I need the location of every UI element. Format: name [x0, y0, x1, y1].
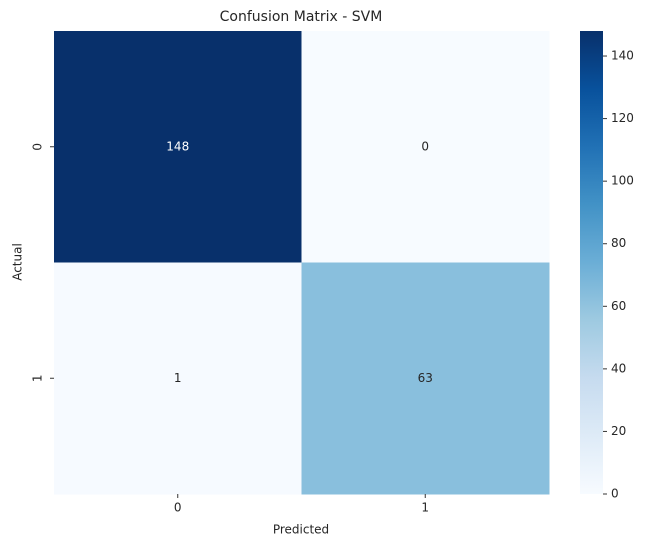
x-tick-label: 0 [174, 501, 182, 515]
colorbar-tick-label: 20 [611, 424, 626, 438]
colorbar-tick-label: 100 [611, 174, 634, 188]
cell-label: 148 [166, 139, 189, 153]
cell-label: 0 [421, 139, 429, 153]
cell-label: 1 [174, 371, 182, 385]
y-tick-label: 1 [31, 374, 45, 382]
cell [54, 31, 302, 263]
cell [301, 31, 550, 263]
colorbar [580, 31, 603, 494]
colorbar-tick-label: 60 [611, 299, 626, 313]
colorbar-tick-label: 140 [611, 49, 634, 63]
cell [301, 262, 550, 495]
colorbar-tick-label: 120 [611, 111, 634, 125]
colorbar-tick-label: 40 [611, 361, 626, 375]
cell-label: 63 [418, 371, 433, 385]
y-tick-label: 0 [31, 143, 45, 151]
y-axis-label: Actual [11, 243, 25, 281]
x-axis-label: Predicted [273, 523, 329, 537]
chart-title: Confusion Matrix - SVM [220, 9, 383, 25]
x-tick-label: 1 [421, 501, 429, 515]
colorbar-tick-label: 80 [611, 236, 626, 250]
cell [54, 262, 302, 495]
colorbar-tick-label: 0 [611, 487, 619, 501]
